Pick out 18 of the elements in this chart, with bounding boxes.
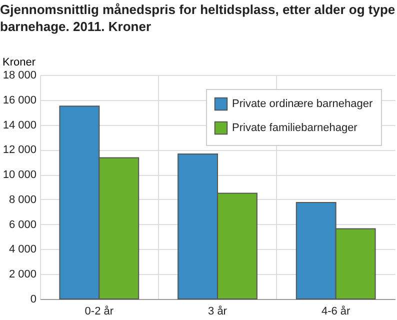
y-tick-label: 14 000 [2,119,36,132]
legend-label: Private ordinære barnehager [232,98,373,110]
y-axis-title: Kroner [2,56,36,68]
y-tick-label: 2 000 [8,268,36,281]
y-tick-label: 0 [30,294,36,306]
text: Gjennomsnittlig månedspris for heltidsplass, etter alder og type [0,2,396,17]
y-tick-label: 10 000 [2,169,36,182]
x-tick-label: 3 år [208,306,228,318]
text: barnehage. 2011. Kroner [0,19,152,34]
y-tick-label: 8 000 [8,194,36,206]
y-tick-label: 18 000 [2,70,36,82]
x-tick-label: 0-2 år [84,306,114,318]
y-tick-label: 6 000 [8,218,36,231]
y-tick-label: 4 000 [8,244,36,256]
y-tick-label: 16 000 [2,94,36,106]
x-tick-label: 4-6 år [321,306,351,318]
legend-label: Private familiebarnehager [232,122,358,134]
y-tick-label: 12 000 [2,144,36,156]
